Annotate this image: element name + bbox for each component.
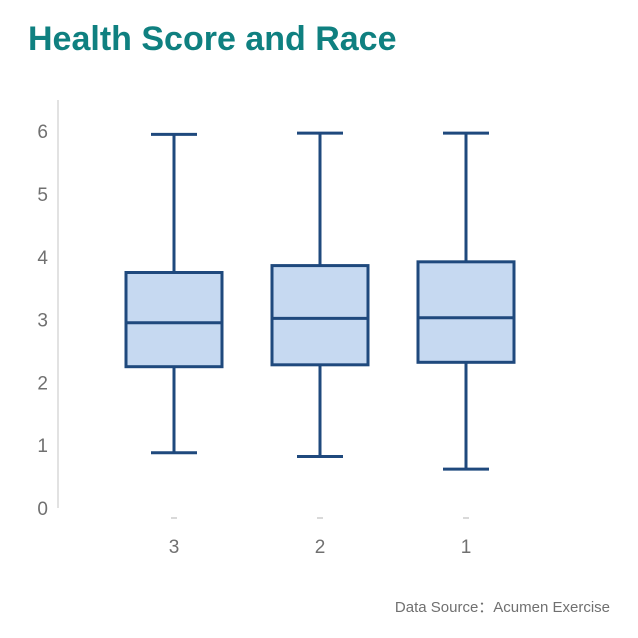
- data-source-note: Data Source：Acumen Exercise: [394, 599, 610, 616]
- box-1: [416, 131, 516, 519]
- iqr-box: [270, 264, 370, 367]
- y-tick-label: 4: [37, 248, 48, 269]
- y-tick-label: 6: [37, 122, 48, 143]
- iqr-box: [416, 260, 516, 364]
- y-tick-label: 1: [37, 436, 48, 457]
- x-tick-label: 3: [169, 537, 180, 558]
- x-tick-labels: 3 2 1: [169, 537, 472, 558]
- x-tick-label: 1: [461, 537, 472, 558]
- box-3: [124, 132, 224, 519]
- iqr-box: [124, 271, 224, 369]
- y-tick-label: 3: [37, 311, 48, 332]
- box-2: [270, 131, 370, 519]
- x-tick-label: 2: [315, 537, 326, 558]
- y-tick-label: 0: [37, 499, 48, 520]
- y-tick-label: 2: [37, 373, 48, 394]
- y-tick-label: 5: [37, 185, 48, 206]
- chart-title: Health Score and Race: [28, 20, 397, 58]
- y-tick-labels: 0 1 2 3 4 5 6: [37, 122, 48, 520]
- box-series: [124, 131, 516, 519]
